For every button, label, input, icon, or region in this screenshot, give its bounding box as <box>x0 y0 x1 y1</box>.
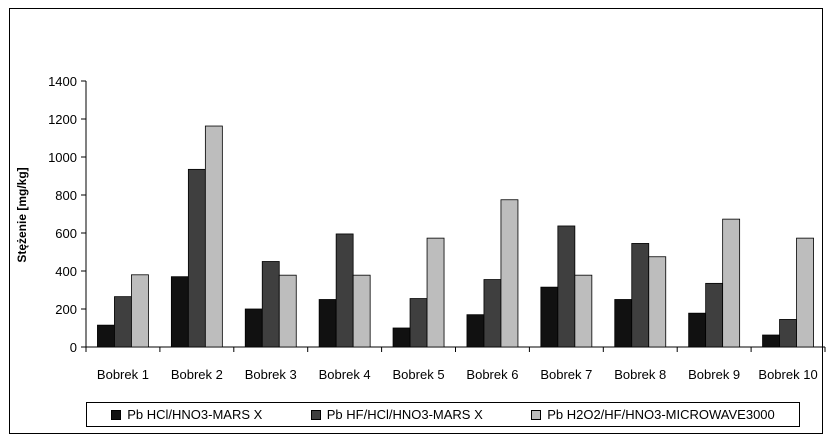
x-tick-label: Bobrek 9 <box>688 367 740 382</box>
bar <box>352 274 371 348</box>
y-tick-label: 200 <box>55 302 77 317</box>
bar <box>705 282 724 348</box>
bar <box>648 256 667 348</box>
x-tick-label: Bobrek 2 <box>171 367 223 382</box>
bar <box>187 168 206 348</box>
x-tick-label: Bobrek 5 <box>393 367 445 382</box>
legend-label: Pb HCl/HNO3-MARS X <box>127 407 263 422</box>
y-tick-label: 1000 <box>48 150 77 165</box>
legend-item: Pb H2O2/HF/HNO3-MICROWAVE3000 <box>531 407 775 422</box>
bar <box>779 319 797 348</box>
bar <box>278 274 297 348</box>
bar <box>170 276 189 348</box>
x-tick-label: Bobrek 3 <box>245 367 297 382</box>
y-tick-label: 400 <box>55 264 77 279</box>
bar <box>540 286 559 348</box>
bar <box>574 274 593 348</box>
bar <box>466 314 485 348</box>
x-tick-label: Bobrek 4 <box>319 367 371 382</box>
x-tick-label: Bobrek 10 <box>758 367 817 382</box>
y-axis-label: Stężenie [mg/kg] <box>15 167 29 262</box>
legend-item: Pb HF/HCl/HNO3-MARS X <box>310 407 483 422</box>
bar <box>409 298 428 348</box>
bar <box>722 218 741 348</box>
bar <box>392 327 411 348</box>
x-tick-label: Bobrek 7 <box>540 367 592 382</box>
bar <box>97 324 115 348</box>
legend-item: Pb HCl/HNO3-MARS X <box>111 407 262 422</box>
legend-label: Pb HF/HCl/HNO3-MARS X <box>326 407 483 422</box>
legend-swatch <box>531 409 542 420</box>
y-tick-label: 1400 <box>48 74 77 89</box>
bar <box>261 261 280 348</box>
bar <box>557 225 576 348</box>
legend: Pb HCl/HNO3-MARS X Pb HF/HCl/HNO3-MARS X P… <box>86 402 800 427</box>
bar <box>204 125 223 348</box>
bar <box>762 334 780 348</box>
bar <box>114 296 132 348</box>
bar <box>483 279 502 348</box>
x-tick-label: Bobrek 8 <box>614 367 666 382</box>
bar <box>500 199 519 348</box>
x-tick-label: Bobrek 6 <box>466 367 518 382</box>
bar <box>688 312 707 348</box>
x-tick-label: Bobrek 1 <box>97 367 149 382</box>
y-tick-label: 1200 <box>48 112 77 127</box>
chart-frame <box>9 8 823 434</box>
bar <box>796 237 814 348</box>
y-tick-label: 0 <box>70 340 77 355</box>
bar <box>335 233 354 348</box>
legend-swatch <box>310 409 321 420</box>
legend-label: Pb H2O2/HF/HNO3-MICROWAVE3000 <box>547 407 775 422</box>
legend-swatch <box>111 409 122 420</box>
y-tick-label: 800 <box>55 188 77 203</box>
bar <box>614 299 633 348</box>
y-tick-label: 600 <box>55 226 77 241</box>
bar <box>131 274 149 348</box>
bar <box>426 237 445 348</box>
bar <box>318 299 337 348</box>
bar <box>244 308 263 348</box>
bar <box>631 243 650 348</box>
